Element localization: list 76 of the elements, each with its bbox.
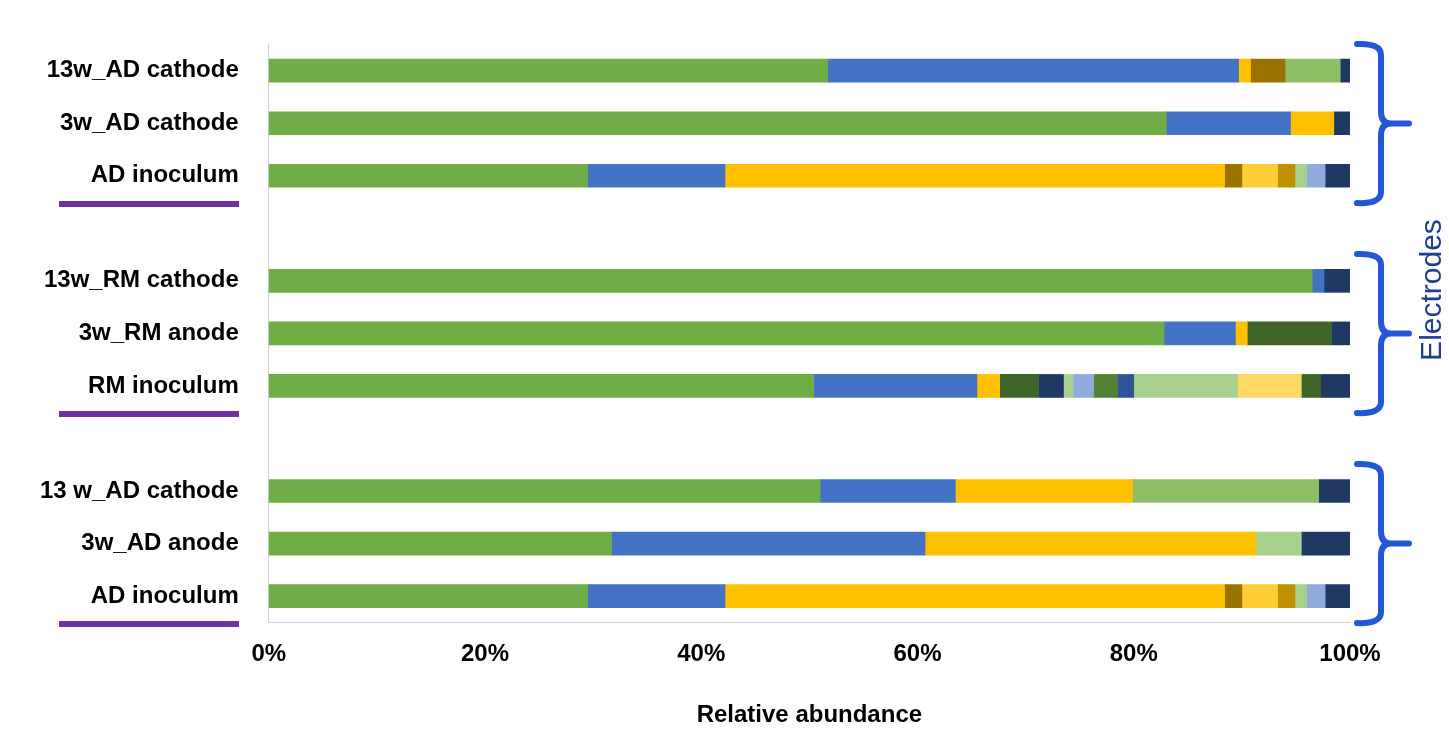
bar (268, 321, 1165, 346)
bar (819, 479, 956, 503)
bar (587, 584, 726, 608)
y-tick-label: RM inoculum (88, 370, 239, 398)
bar (611, 531, 926, 556)
bar (1132, 479, 1319, 503)
x-tick-label: 60% (893, 639, 942, 667)
bar (1038, 374, 1064, 398)
bar (1165, 111, 1291, 136)
bar (268, 374, 815, 398)
y-tick-label: 3w_AD anode (81, 528, 239, 556)
bar (1294, 584, 1308, 608)
x-tick-label: 0% (251, 639, 287, 667)
bar (955, 479, 1133, 503)
bar (1323, 269, 1350, 293)
bar (1333, 111, 1350, 136)
bar (1277, 584, 1296, 608)
bar (827, 58, 1239, 83)
y-tick-label: 13w_RM cathode (44, 265, 239, 293)
x-tick-label: 20% (460, 639, 509, 667)
y-tick-label: 3w_RM anode (78, 318, 239, 346)
bar (976, 374, 1000, 398)
bar (724, 163, 1225, 188)
y-tick-label: 3w_AD cathode (60, 107, 239, 135)
bar (1238, 58, 1251, 83)
bar (813, 374, 978, 398)
bar (1277, 163, 1296, 188)
bar (1331, 321, 1350, 346)
bar (1117, 374, 1135, 398)
y-tick-label: AD inoculum (90, 160, 239, 188)
bar (1224, 584, 1243, 608)
bar (724, 584, 1225, 608)
bar (1320, 374, 1350, 398)
bar (1318, 479, 1350, 503)
bar (1301, 374, 1322, 398)
bar (1237, 374, 1302, 398)
y-tick-label: 13 w_AD cathode (39, 475, 239, 503)
bar (1163, 321, 1236, 346)
bar (1072, 374, 1095, 398)
bar (268, 479, 821, 503)
bar (1306, 584, 1326, 608)
y-tick-label: AD inoculum (90, 580, 239, 608)
bar (587, 163, 726, 188)
bar (1255, 531, 1302, 556)
bar (1339, 58, 1350, 83)
bar (999, 374, 1039, 398)
bar (1241, 584, 1278, 608)
bar (1311, 269, 1325, 293)
bar (1284, 58, 1341, 83)
bar (1224, 163, 1243, 188)
bar (268, 531, 612, 556)
x-tick-label: 80% (1109, 639, 1158, 667)
bar (1306, 163, 1326, 188)
bar (1294, 163, 1308, 188)
bar (268, 163, 589, 188)
bar (1301, 531, 1350, 556)
text: Electrodes (1413, 219, 1448, 361)
bar (1235, 321, 1248, 346)
bar (268, 269, 1313, 293)
bar (1324, 584, 1350, 608)
x-tick-label: 100% (1319, 639, 1381, 667)
bar (1290, 111, 1335, 136)
x-tick-label: 40% (677, 639, 726, 667)
bar (1246, 321, 1332, 346)
bar (1093, 374, 1118, 398)
bar (268, 584, 589, 608)
x-axis-title: Relative abundance (696, 700, 923, 728)
bar (268, 111, 1167, 136)
y-tick-label: 13w_AD cathode (46, 55, 239, 83)
bar (1133, 374, 1238, 398)
bar (1324, 163, 1350, 188)
bar (1250, 58, 1286, 83)
bar (1063, 374, 1074, 398)
bar (268, 58, 829, 83)
bar (924, 531, 1257, 556)
bar (1241, 163, 1278, 188)
